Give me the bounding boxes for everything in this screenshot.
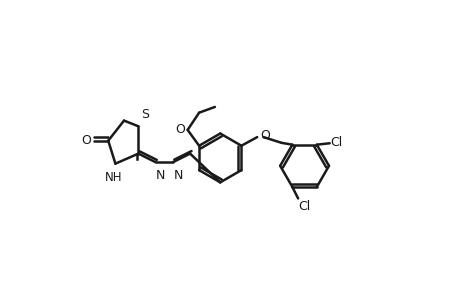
Text: NH: NH xyxy=(105,171,123,184)
Text: N: N xyxy=(156,168,165,182)
Text: Cl: Cl xyxy=(330,136,342,149)
Text: O: O xyxy=(81,134,91,147)
Text: Cl: Cl xyxy=(298,200,310,213)
Text: S: S xyxy=(140,108,148,121)
Text: O: O xyxy=(175,123,184,136)
Text: N: N xyxy=(173,168,182,182)
Text: O: O xyxy=(259,129,269,142)
